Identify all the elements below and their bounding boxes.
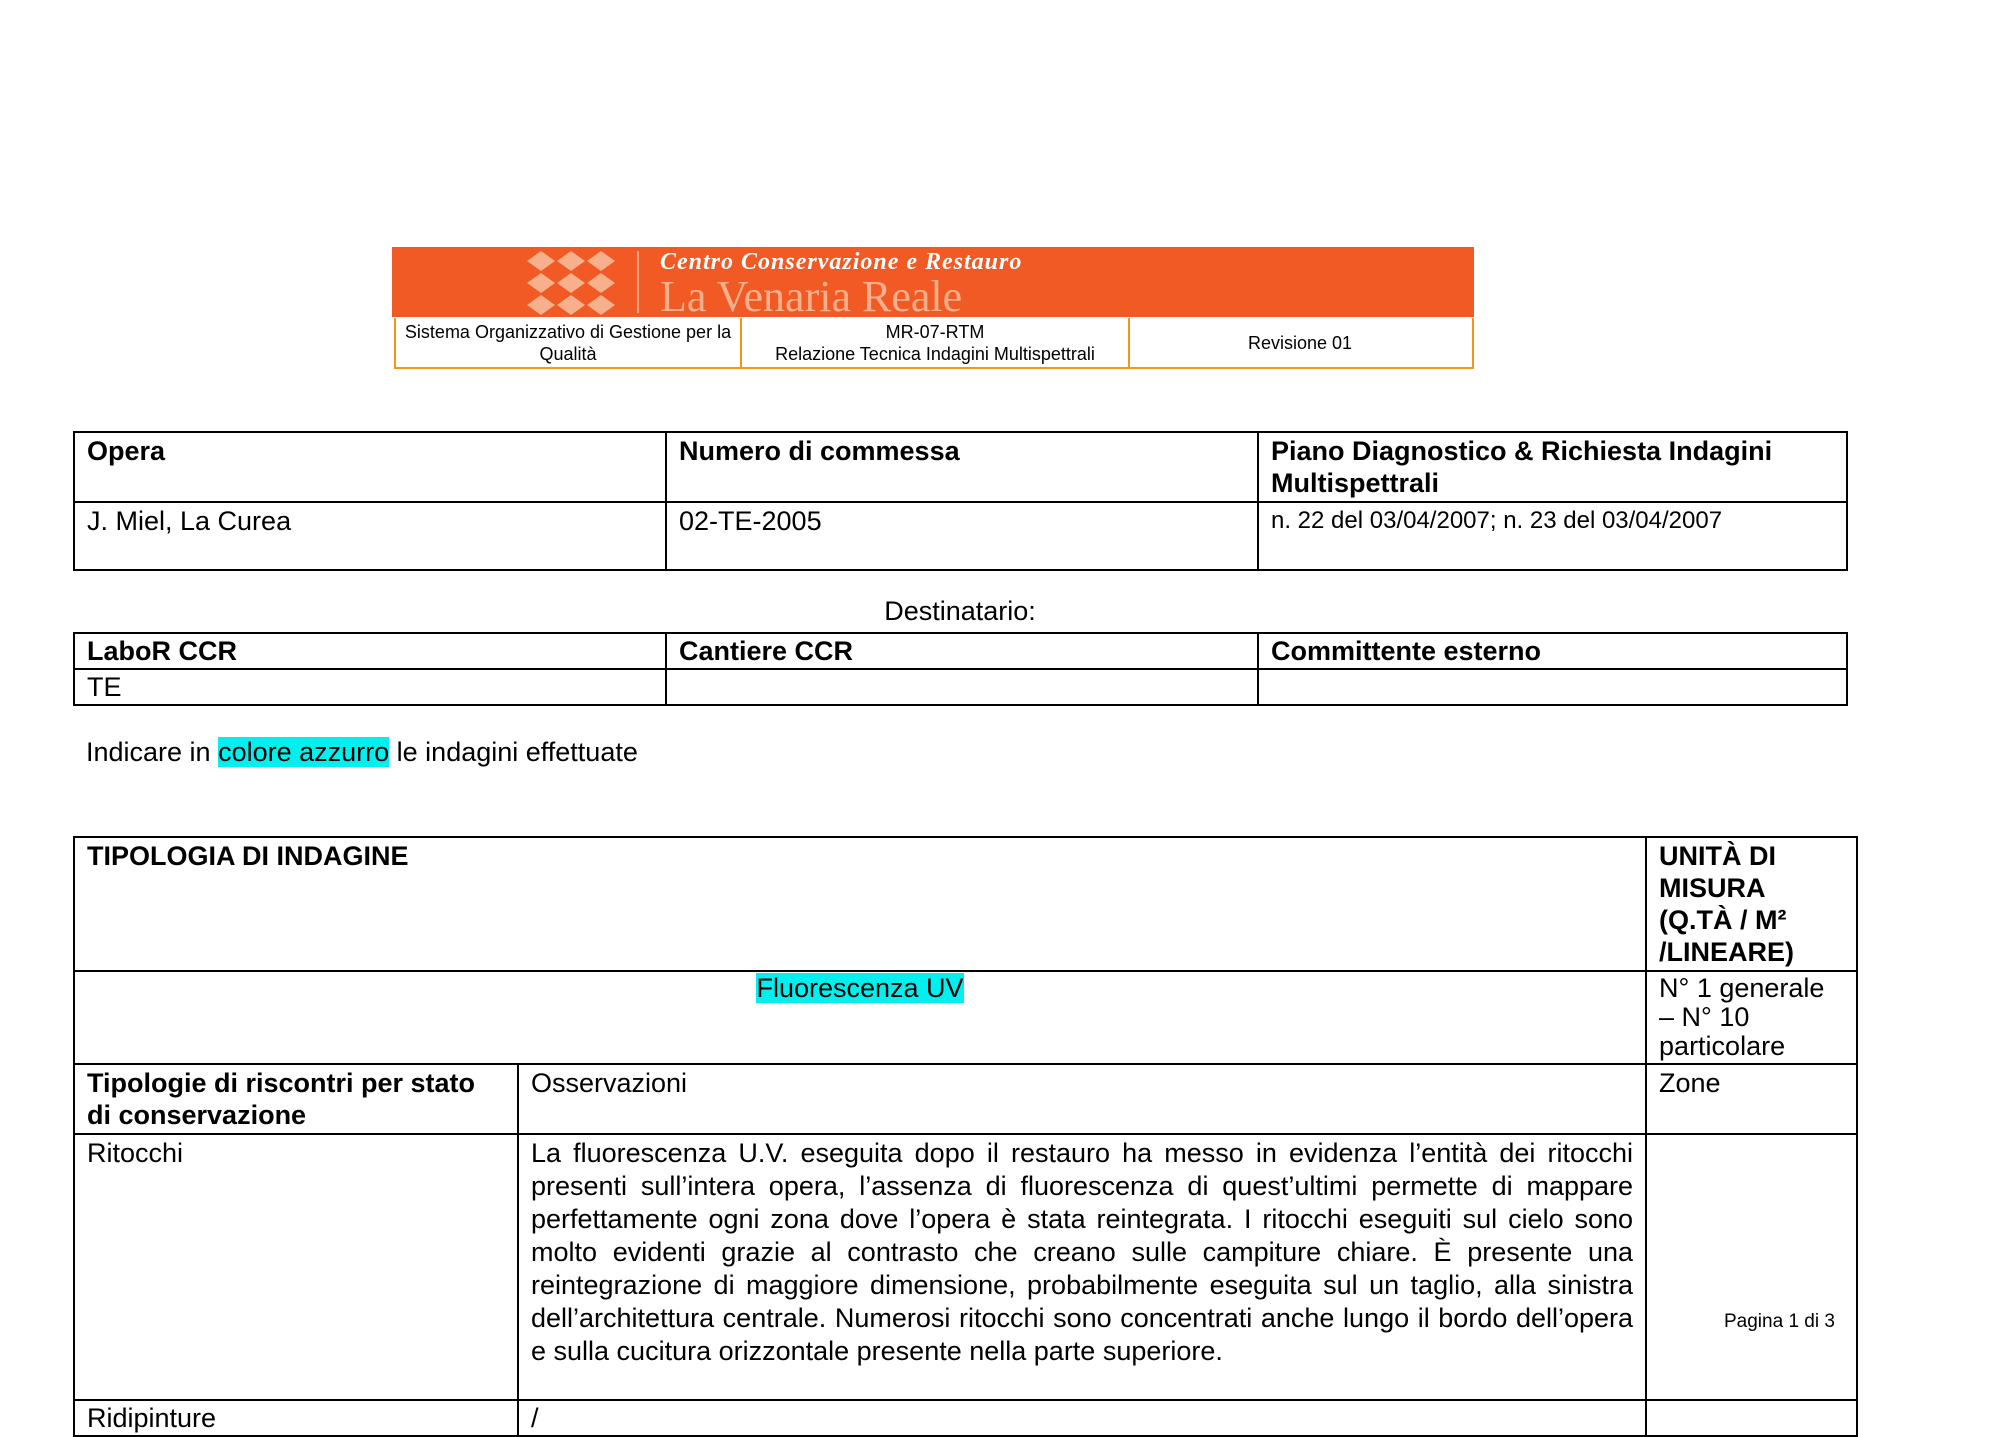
header-labor: LaboR CCR [87,636,237,666]
zones [1645,1133,1858,1401]
header-piano: Piano Diagnostico & Richiesta Indagini M… [1271,436,1773,498]
header-findings: Tipologie di riscontri per stato di cons… [87,1068,476,1130]
header-commessa: Numero di commessa [679,436,960,466]
document-info-bar: Sistema Organizzativo di Gestione per la… [394,318,1474,369]
cantiere-value [665,668,1259,706]
logo-line1: Centro Conservazione e Restauro [660,249,1023,275]
header-zones: Zone [1645,1063,1858,1135]
survey-table: TIPOLOGIA DI INDAGINE UNITÀ DI MISURA (Q.… [72,836,1858,1437]
unit-value: N° 1 generale – N° 10 particolare [1645,970,1858,1065]
doc-title: Relazione Tecnica Indagini Multispettral… [775,343,1095,364]
finding-type: Ritocchi [73,1133,519,1401]
recipient-label: Destinatario: [884,596,1036,626]
diamond-pattern-icon [527,251,615,315]
labor-value: TE [73,668,667,706]
table-row: Ridipinture / [73,1399,1858,1437]
system-name: Sistema Organizzativo di Gestione per la… [396,318,742,367]
observations: La fluorescenza U.V. eseguita dopo il re… [516,1133,1648,1401]
finding-type: Ridipinture [73,1399,519,1437]
observations: / [516,1399,1648,1437]
recipient-table: LaboR CCR Cantiere CCR Committente esterno… [73,632,1848,706]
instruction-text: Indicare in colore azzurro le indagini e… [86,737,638,767]
logo-divider [637,251,639,313]
header-opera: Opera [87,436,166,466]
logo-line2: La Venaria Reale [660,272,963,318]
highlight-sample: colore azzurro [218,737,390,767]
header-unit: UNITÀ DI MISURA (Q.TÀ / M² /LINEARE) [1659,841,1795,967]
revision: Revisione 01 [1247,332,1353,353]
header-committente: Committente esterno [1271,636,1542,666]
header-cantiere: Cantiere CCR [679,636,854,666]
work-table: Opera Numero di commessa Piano Diagnostico… [73,431,1848,571]
document-code: MR-07-RTM Relazione Tecnica Indagini Mult… [742,318,1130,367]
piano-value: n. 22 del 03/04/2007; n. 23 del 03/04/20… [1257,501,1848,571]
committente-value [1257,668,1848,706]
commessa-value: 02-TE-2005 [665,501,1259,571]
page-number: Pagina 1 di 3 [1724,1311,1835,1332]
header-type: TIPOLOGIA DI INDAGINE [87,841,409,871]
survey-type-value: Fluorescenza UV [756,973,964,1003]
zones [1645,1399,1858,1437]
opera-value: J. Miel, La Curea [73,501,667,571]
table-row: Ritocchi La fluorescenza U.V. eseguita do… [73,1133,1858,1401]
header-observations: Osservazioni [516,1063,1648,1135]
institution-logo: Centro Conservazione e Restauro La Venar… [392,247,1474,317]
code: MR-07-RTM [885,321,985,342]
